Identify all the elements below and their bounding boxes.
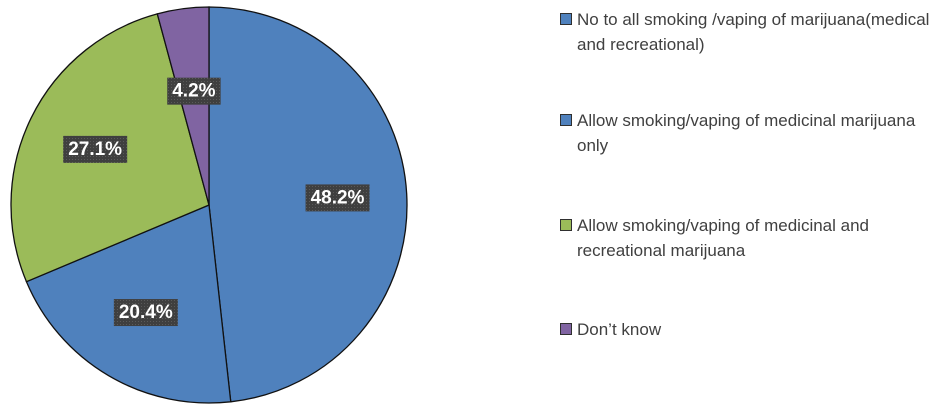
data-label-text-medicinal-only: 20.4%: [119, 302, 173, 323]
data-label-medicinal-and-recreational: 27.1%: [63, 135, 128, 163]
pie-slice-dont-know: [156, 6, 210, 206]
data-label-background-medicinal-only: [113, 299, 178, 327]
data-label-background-no-to-all: [305, 184, 370, 212]
data-label-background-dont-know: [167, 77, 221, 105]
chart-legend: No to all smoking /vaping of marijuana(m…: [560, 0, 948, 405]
pie-plot-area: 48.2% 20.4% 27.1% 4.2%: [10, 6, 408, 404]
legend-swatch-dont-know: [560, 323, 572, 335]
data-label-background-medicinal-and-recreational: [63, 135, 128, 163]
legend-item-dont-know: Don’t know: [560, 317, 948, 342]
data-label-no-to-all: 48.2%: [305, 184, 370, 212]
data-label-text-medicinal-and-recreational: 27.1%: [68, 139, 122, 160]
legend-label-dont-know: Don’t know: [577, 320, 662, 339]
data-label-text-no-to-all: 48.2%: [311, 187, 365, 208]
data-label-medicinal-only: 20.4%: [113, 299, 178, 327]
legend-swatch-medicinal-and-recreational: [560, 219, 572, 231]
legend-label-no-to-all: No to all smoking /vaping of marijuana(m…: [577, 10, 930, 54]
pie-data-labels: 48.2% 20.4% 27.1% 4.2%: [63, 77, 370, 327]
legend-label-medicinal-and-recreational: Allow smoking/vaping of medicinal and re…: [577, 216, 869, 260]
legend-item-medicinal-and-recreational: Allow smoking/vaping of medicinal and re…: [560, 213, 948, 263]
legend-item-medicinal-only: Allow smoking/vaping of medicinal mariju…: [560, 108, 948, 158]
legend-swatch-medicinal-only: [560, 114, 572, 126]
legend-swatch-no-to-all: [560, 13, 572, 25]
data-label-text-dont-know: 4.2%: [172, 81, 215, 102]
data-label-dont-know: 4.2%: [167, 77, 221, 105]
legend-label-medicinal-only: Allow smoking/vaping of medicinal mariju…: [577, 111, 916, 155]
legend-item-no-to-all: No to all smoking /vaping of marijuana(m…: [560, 7, 948, 57]
